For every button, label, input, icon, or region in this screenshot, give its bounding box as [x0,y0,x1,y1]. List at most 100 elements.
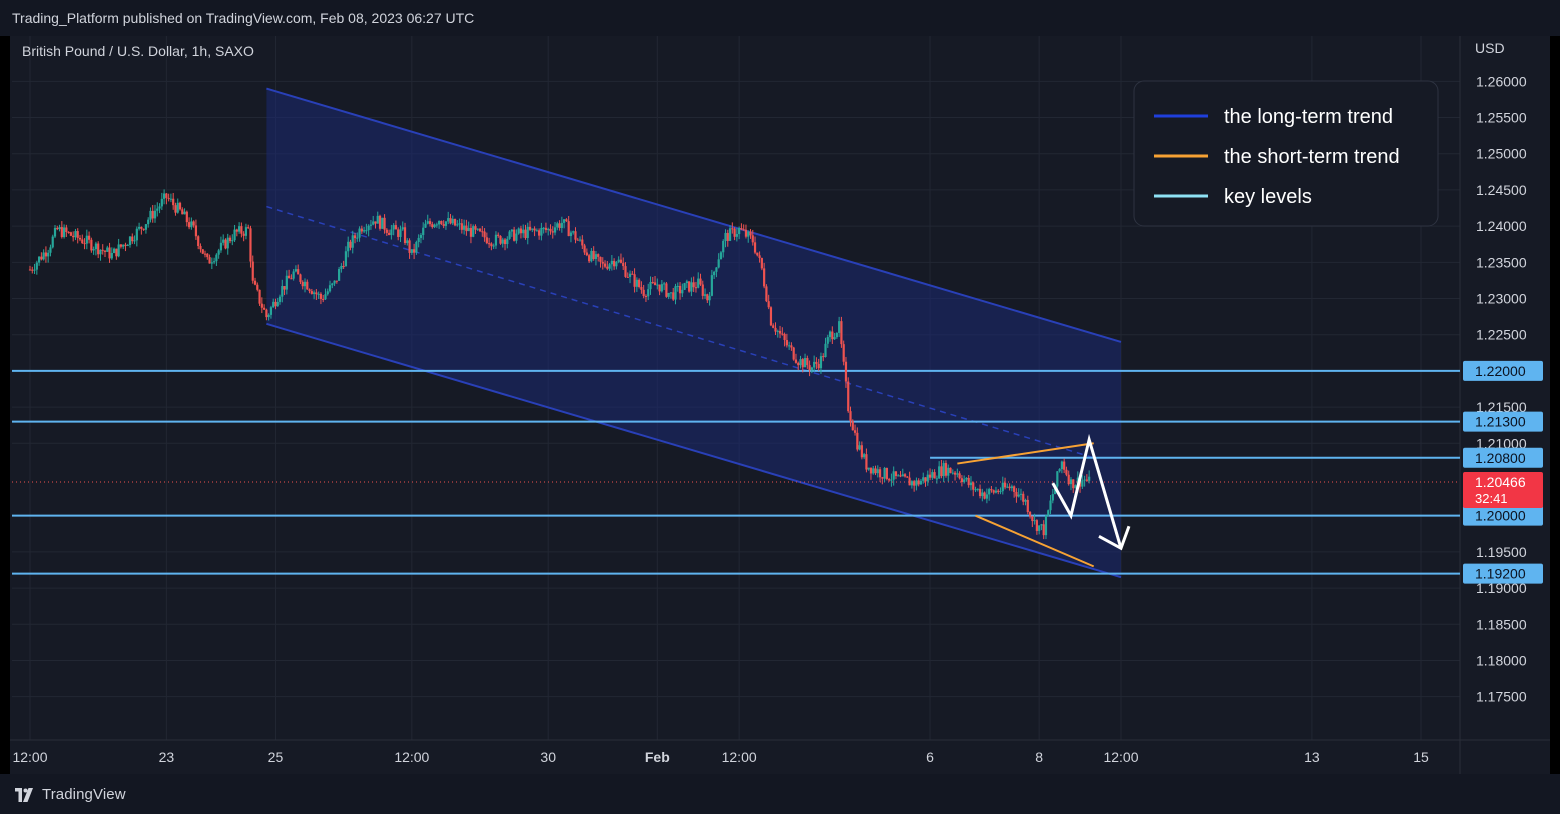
candle-body [938,466,941,479]
candle-body [463,225,466,230]
candle-body [640,286,643,290]
candle-body [481,231,484,233]
candle-body [685,281,688,284]
y-tick-label: 1.26000 [1476,73,1527,89]
candle-body [969,482,973,486]
candle-body [456,224,459,226]
y-tick-label: 1.21500 [1476,399,1527,415]
candle-body [588,255,591,262]
candle-body [510,229,513,232]
tradingview-logo[interactable]: TradingView [12,786,126,803]
legend-label: the short-term trend [1224,146,1400,168]
key-level-badge [1463,447,1543,468]
candle-body [126,245,129,247]
candle-body [967,477,970,486]
candle-body [215,254,218,262]
candlestick-chart[interactable]: British Pound / U.S. Dollar, 1h, SAXO USD… [10,36,1550,774]
candle-body [244,227,248,236]
legend-box [1133,80,1439,227]
candle-body [208,257,211,264]
candle-body [885,467,888,480]
candle-body [503,239,507,245]
candle-body [951,472,954,474]
candle-body [919,480,923,485]
candle-body [844,361,848,382]
candle-body [1040,524,1043,526]
candle-body [319,293,323,299]
candle-body [822,356,825,358]
candle-body [326,291,329,295]
candle-body [1074,485,1077,489]
candle-body [358,228,361,238]
legend: the long-term trend the short-term trend k… [1133,80,1439,227]
candle-body [315,292,318,295]
candle-body [772,325,775,328]
candle-body [872,468,875,474]
candle-body [888,479,891,481]
candle-body [649,281,652,290]
candle-body [224,239,227,249]
candle-body [960,478,963,483]
candle-body [256,284,259,290]
candle-body [435,224,438,226]
candle-body [433,224,436,228]
candle-body [926,474,929,482]
candle-body [899,475,902,477]
y-tick-label: 1.24500 [1476,182,1527,198]
candle-body [631,273,634,275]
candle-body [112,248,116,253]
candle-body [226,237,229,249]
candle-body [783,334,786,340]
candle-body [615,261,618,267]
candle-body [406,240,409,244]
candle-body [835,332,838,338]
candle-body [569,232,573,237]
candle-body [853,430,857,433]
candle-body [269,307,273,315]
candle-body [690,282,693,292]
candle-body [222,239,225,243]
candle-body [1028,511,1032,517]
short-trend-upper-line [957,442,1094,465]
candle-body [831,331,834,340]
candle-body [72,235,75,238]
candle-body [31,269,34,271]
candle-body [408,240,411,253]
candle-body [176,202,179,213]
candle-body [342,265,345,267]
candle-body [813,361,816,368]
candle-body [788,345,791,347]
candle-body [253,280,257,285]
candle-body [33,269,36,271]
candle-body [856,432,859,450]
candle-body [101,249,104,251]
candle-body [710,275,713,296]
candle-body [1060,461,1063,470]
candle-body [676,285,679,287]
candle-body [917,480,920,485]
candle-body [97,243,100,255]
candle-body [115,248,118,257]
candle-body [217,250,220,255]
chart-area[interactable]: British Pound / U.S. Dollar, 1h, SAXO USD… [10,36,1550,774]
candle-body [817,363,820,369]
candle-body [744,229,748,237]
candle-body [213,261,216,263]
candle-body [540,227,543,236]
candle-body [374,221,377,224]
candle-body [49,247,52,253]
candle-body [242,233,245,236]
candle-body [192,221,195,226]
candle-body [956,473,959,475]
candle-body [683,283,686,290]
candle-body [201,249,204,254]
candle-body [110,252,113,259]
candle-body [1056,471,1059,487]
candle-body [719,252,723,260]
candle-body [133,240,136,242]
last-price-badge [1463,471,1543,508]
candle-body [581,239,584,246]
candle-body [83,243,86,245]
candle-body [731,228,734,230]
candle-body [167,197,170,199]
